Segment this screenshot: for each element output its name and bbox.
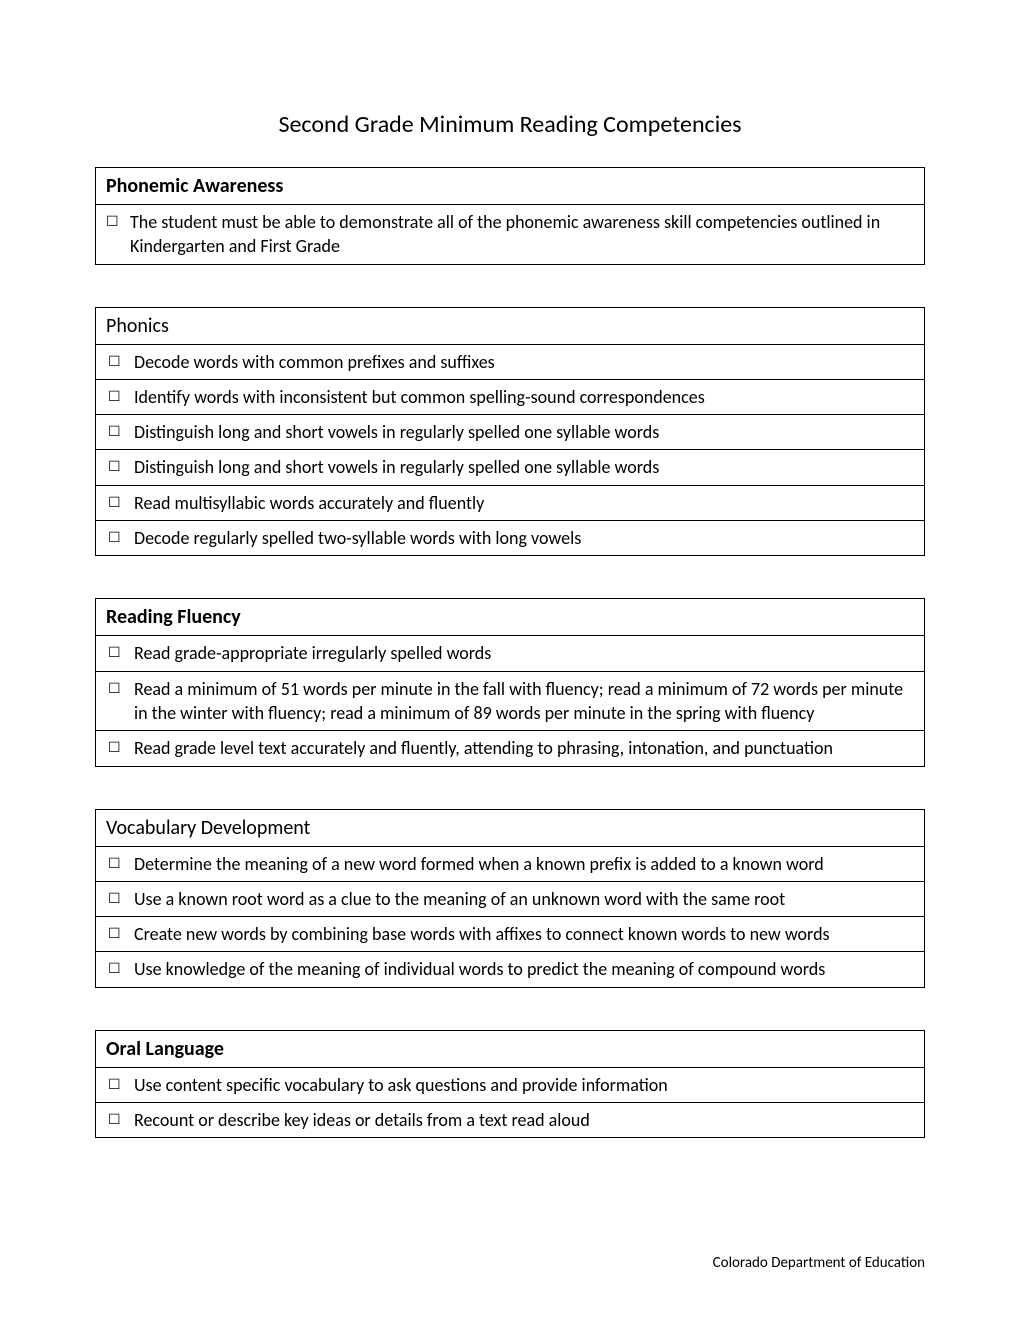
- section-header: Phonics: [96, 308, 924, 345]
- checkbox-icon[interactable]: ☐: [106, 1073, 134, 1097]
- section-header: Oral Language: [96, 1031, 924, 1068]
- checkbox-icon[interactable]: ☐: [106, 922, 134, 946]
- competency-row: ☐Distinguish long and short vowels in re…: [96, 450, 924, 485]
- competency-text: Read a minimum of 51 words per minute in…: [134, 677, 914, 726]
- checkbox-icon[interactable]: ☐: [106, 957, 134, 981]
- checkbox-icon[interactable]: ☐: [106, 1108, 134, 1132]
- competency-row: ☐Read grade-appropriate irregularly spel…: [96, 636, 924, 671]
- competency-text: Determine the meaning of a new word form…: [134, 852, 914, 876]
- competency-row: ☐Identify words with inconsistent but co…: [96, 380, 924, 415]
- competency-text: Recount or describe key ideas or details…: [134, 1108, 914, 1132]
- competency-row: ☐Determine the meaning of a new word for…: [96, 847, 924, 882]
- checkbox-icon[interactable]: ☐: [106, 852, 134, 876]
- sections-container: Phonemic Awareness☐The student must be a…: [95, 167, 925, 1138]
- section: Reading Fluency☐Read grade-appropriate i…: [95, 598, 925, 766]
- competency-row: ☐Read multisyllabic words accurately and…: [96, 486, 924, 521]
- section-header: Vocabulary Development: [96, 810, 924, 847]
- section: Phonemic Awareness☐The student must be a…: [95, 167, 925, 265]
- checkbox-icon[interactable]: ☐: [106, 210, 126, 234]
- page-title: Second Grade Minimum Reading Competencie…: [95, 110, 925, 139]
- section-header: Phonemic Awareness: [96, 168, 924, 205]
- checkbox-icon[interactable]: ☐: [106, 641, 134, 665]
- competency-row: ☐Decode words with common prefixes and s…: [96, 345, 924, 380]
- checkbox-icon[interactable]: ☐: [106, 385, 134, 409]
- competency-text: Decode words with common prefixes and su…: [134, 350, 914, 374]
- competency-row: ☐Distinguish long and short vowels in re…: [96, 415, 924, 450]
- checkbox-icon[interactable]: ☐: [106, 887, 134, 911]
- section-header: Reading Fluency: [96, 599, 924, 636]
- competency-text: Distinguish long and short vowels in reg…: [134, 420, 914, 444]
- competency-row: ☐Read grade level text accurately and fl…: [96, 731, 924, 765]
- competency-row: ☐Use knowledge of the meaning of individ…: [96, 952, 924, 986]
- competency-text: Identify words with inconsistent but com…: [134, 385, 914, 409]
- checkbox-icon[interactable]: ☐: [106, 491, 134, 515]
- checkbox-icon[interactable]: ☐: [106, 455, 134, 479]
- competency-row: ☐Read a minimum of 51 words per minute i…: [96, 672, 924, 732]
- competency-text: Use knowledge of the meaning of individu…: [134, 957, 914, 981]
- competency-row: ☐Use content specific vocabulary to ask …: [96, 1068, 924, 1103]
- competency-row: ☐Create new words by combining base word…: [96, 917, 924, 952]
- competency-row: ☐Use a known root word as a clue to the …: [96, 882, 924, 917]
- section: Oral Language☐Use content specific vocab…: [95, 1030, 925, 1139]
- checkbox-icon[interactable]: ☐: [106, 736, 134, 760]
- section: Vocabulary Development☐Determine the mea…: [95, 809, 925, 988]
- competency-row: ☐Decode regularly spelled two-syllable w…: [96, 521, 924, 555]
- competency-text: Create new words by combining base words…: [134, 922, 914, 946]
- checkbox-icon[interactable]: ☐: [106, 420, 134, 444]
- competency-text: Decode regularly spelled two-syllable wo…: [134, 526, 914, 550]
- checkbox-icon[interactable]: ☐: [106, 526, 134, 550]
- section: Phonics☐Decode words with common prefixe…: [95, 307, 925, 557]
- competency-text: Use content specific vocabulary to ask q…: [134, 1073, 914, 1097]
- competency-text: Read multisyllabic words accurately and …: [134, 491, 914, 515]
- checkbox-icon[interactable]: ☐: [106, 350, 134, 374]
- competency-text: Distinguish long and short vowels in reg…: [134, 455, 914, 479]
- competency-row: ☐The student must be able to demonstrate…: [96, 205, 924, 264]
- competency-text: Use a known root word as a clue to the m…: [134, 887, 914, 911]
- competency-text: The student must be able to demonstrate …: [130, 210, 914, 259]
- checkbox-icon[interactable]: ☐: [106, 677, 134, 701]
- competency-row: ☐Recount or describe key ideas or detail…: [96, 1103, 924, 1137]
- footer-text: Colorado Department of Education: [713, 1254, 925, 1272]
- competency-text: Read grade level text accurately and flu…: [134, 736, 914, 760]
- competency-text: Read grade-appropriate irregularly spell…: [134, 641, 914, 665]
